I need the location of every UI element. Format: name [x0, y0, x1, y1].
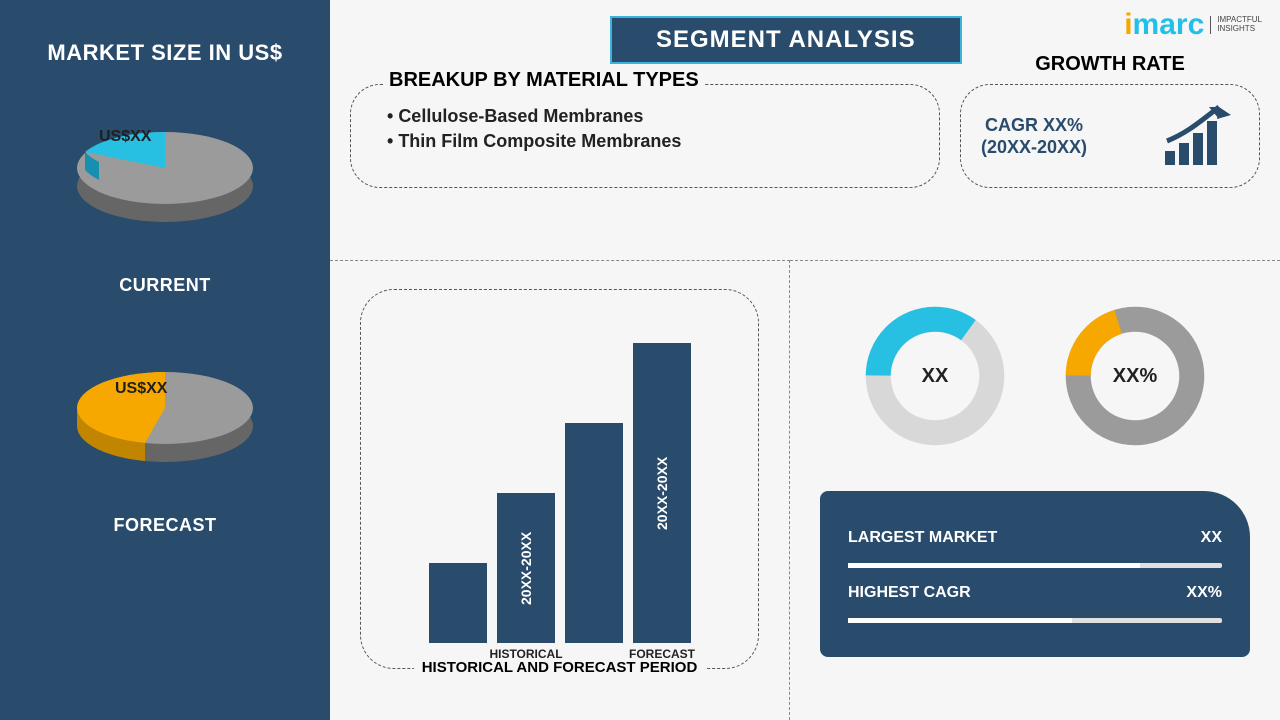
donut-2: XX% — [1060, 301, 1210, 451]
bar: FORECAST 20XX-20XX — [633, 343, 691, 643]
page-title: SEGMENT ANALYSIS — [610, 16, 962, 64]
breakup-title: BREAKUP BY MATERIAL TYPES — [383, 69, 705, 92]
market-size-heading: MARKET SIZE IN US$ — [47, 40, 282, 66]
hist-panel: HISTORICAL 20XX-20XX FORECAST 20XX-20XX … — [330, 260, 790, 720]
donut-1: XX — [860, 301, 1010, 451]
pie-forecast-caption: FORECAST — [114, 515, 217, 536]
pie-forecast-label: US$XX — [115, 380, 167, 398]
growth-chart-icon — [1159, 101, 1239, 171]
bar: HISTORICAL 20XX-20XX — [497, 493, 555, 643]
sidebar: MARKET SIZE IN US$ US$XX CURRENT US$XX F… — [0, 0, 330, 720]
breakup-item: Cellulose-Based Membranes — [387, 106, 913, 127]
breakup-box: BREAKUP BY MATERIAL TYPES Cellulose-Base… — [350, 84, 940, 188]
logo-mark: iimarcmarc — [1124, 8, 1204, 42]
summary-card: LARGEST MARKET XX HIGHEST CAGR XX% — [820, 491, 1250, 657]
summary-row: HIGHEST CAGR XX% — [848, 584, 1222, 602]
pie-current-caption: CURRENT — [119, 275, 211, 296]
pie-forecast: US$XX — [55, 336, 275, 491]
right-panel: XX XX% LARGEST MARKET XX HIGHEST C — [790, 260, 1280, 720]
donut-2-label: XX% — [1060, 301, 1210, 451]
bar — [429, 563, 487, 643]
hist-caption: HISTORICAL AND FORECAST PERIOD — [414, 659, 706, 676]
summary-row: LARGEST MARKET XX — [848, 529, 1222, 547]
pie-current: US$XX — [55, 96, 275, 251]
logo: iimarcmarc IMPACTFUL INSIGHTS — [1124, 8, 1262, 42]
bar-chart: HISTORICAL 20XX-20XX FORECAST 20XX-20XX — [387, 300, 732, 643]
donut-1-label: XX — [860, 301, 1010, 451]
breakup-list: Cellulose-Based Membranes Thin Film Comp… — [377, 106, 913, 152]
bar — [565, 423, 623, 643]
growth-title: GROWTH RATE — [1025, 53, 1195, 75]
main: SEGMENT ANALYSIS iimarcmarc IMPACTFUL IN… — [330, 0, 1280, 720]
growth-box: GROWTH RATE CAGR XX% (20XX-20XX) — [960, 84, 1260, 188]
breakup-item: Thin Film Composite Membranes — [387, 131, 913, 152]
growth-text: CAGR XX% (20XX-20XX) — [981, 114, 1087, 159]
pie-current-label: US$XX — [99, 128, 151, 146]
logo-tagline: IMPACTFUL INSIGHTS — [1210, 16, 1262, 34]
